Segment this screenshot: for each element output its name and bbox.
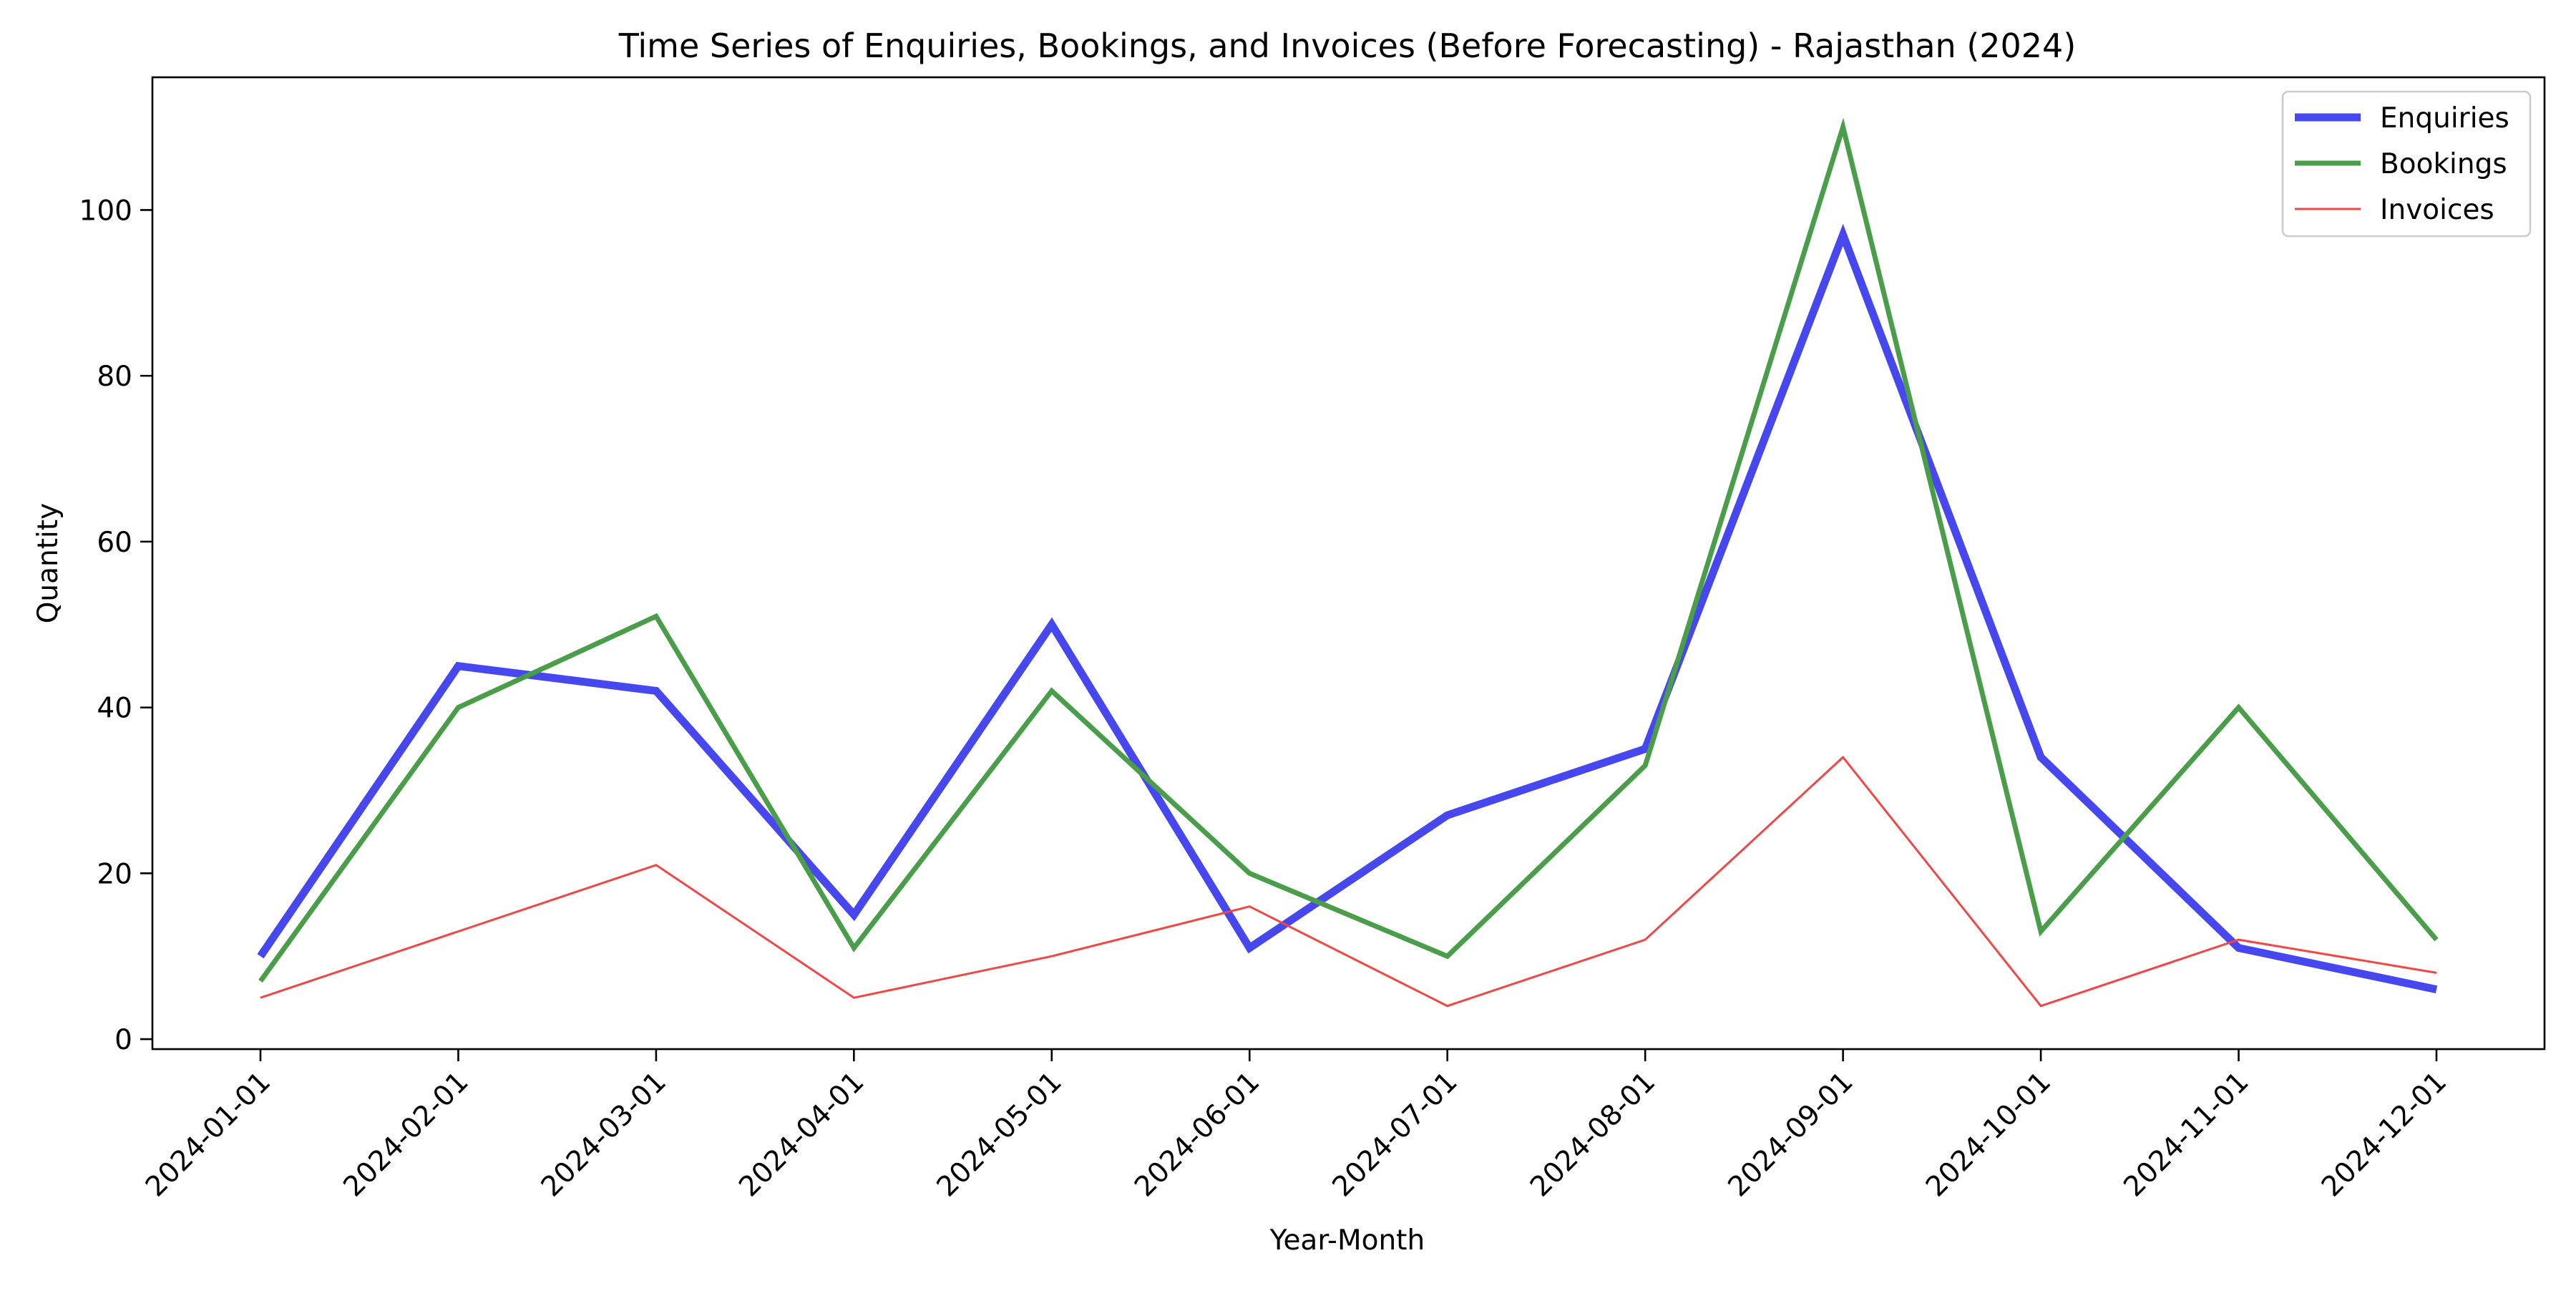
series-line-enquiries bbox=[257, 223, 2438, 993]
legend-label-invoices: Invoices bbox=[2380, 194, 2494, 226]
chart-title: Time Series of Enquiries, Bookings, and … bbox=[618, 26, 2077, 65]
y-axis-label: Quantity bbox=[32, 503, 64, 624]
y-tick-label: 0 bbox=[114, 1024, 132, 1056]
y-tick-label: 20 bbox=[97, 858, 132, 890]
plot-marks bbox=[257, 117, 2439, 1008]
legend-box bbox=[2281, 90, 2532, 238]
legend-label-bookings: Bookings bbox=[2380, 148, 2507, 180]
y-axis: 0 20 40 60 80 100 bbox=[79, 195, 152, 1056]
x-axis-label: Year-Month bbox=[1269, 1224, 1425, 1257]
plot-area-frame bbox=[151, 76, 2546, 1051]
y-tick-label: 60 bbox=[97, 527, 132, 559]
legend: Enquiries Bookings Invoices bbox=[2281, 90, 2532, 238]
series-line-bookings bbox=[258, 117, 2439, 983]
y-tick-label: 100 bbox=[79, 195, 132, 227]
y-tick-label: 40 bbox=[97, 693, 132, 725]
series-line-invoices bbox=[260, 755, 2437, 1008]
y-tick-label: 80 bbox=[97, 361, 132, 393]
legend-label-enquiries: Enquiries bbox=[2380, 102, 2509, 135]
